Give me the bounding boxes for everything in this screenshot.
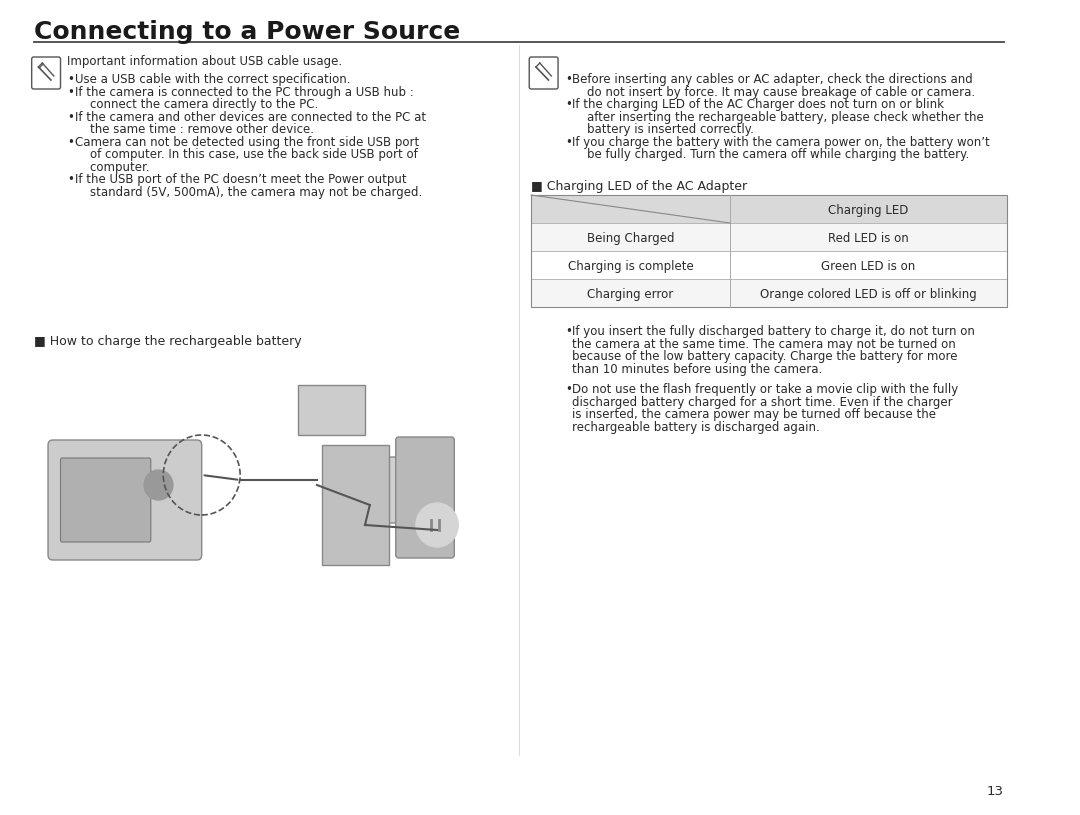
Text: be fully charged. Turn the camera off while charging the battery.: be fully charged. Turn the camera off wh… [572,148,970,161]
Text: •: • [565,383,571,396]
Text: •: • [67,173,75,186]
Text: •: • [67,73,75,86]
Text: •: • [565,73,571,86]
Circle shape [416,503,458,547]
Text: Red LED is on: Red LED is on [828,232,908,245]
FancyBboxPatch shape [395,437,455,558]
Text: battery is inserted correctly.: battery is inserted correctly. [572,123,754,136]
Text: ■ How to charge the rechargeable battery: ■ How to charge the rechargeable battery [33,335,301,348]
Text: the camera at the same time. The camera may not be turned on: the camera at the same time. The camera … [572,337,956,350]
Text: •: • [67,135,75,148]
Text: If the USB port of the PC doesn’t meet the Power output: If the USB port of the PC doesn’t meet t… [75,173,406,186]
Text: discharged battery charged for a short time. Even if the charger: discharged battery charged for a short t… [572,395,953,408]
Text: Charging is complete: Charging is complete [568,260,693,273]
Bar [531,279,1007,307]
Text: Do not use the flash frequently or take a movie clip with the fully: Do not use the flash frequently or take … [572,383,959,396]
Text: Connecting to a Power Source: Connecting to a Power Source [33,20,460,44]
Text: Being Charged: Being Charged [586,232,674,245]
Text: Orange colored LED is off or blinking: Orange colored LED is off or blinking [760,288,976,301]
Text: the same time : remove other device.: the same time : remove other device. [75,123,314,136]
Text: ■ Charging LED of the AC Adapter: ■ Charging LED of the AC Adapter [531,180,747,193]
Text: •: • [67,86,75,99]
FancyBboxPatch shape [31,57,60,89]
Text: If you insert the fully discharged battery to charge it, do not turn on: If you insert the fully discharged batte… [572,325,975,338]
FancyBboxPatch shape [367,457,426,523]
Text: Green LED is on: Green LED is on [821,260,916,273]
Text: Use a USB cable with the correct specification.: Use a USB cable with the correct specifi… [75,73,350,86]
Text: If the charging LED of the AC Charger does not turn on or blink: If the charging LED of the AC Charger do… [572,98,945,111]
Text: •: • [565,325,571,338]
Text: connect the camera directly to the PC.: connect the camera directly to the PC. [75,98,319,111]
Bar [531,195,1007,223]
Text: computer.: computer. [75,161,149,174]
Text: Charging LED: Charging LED [828,204,908,217]
Text: standard (5V, 500mA), the camera may not be charged.: standard (5V, 500mA), the camera may not… [75,186,422,199]
Text: is inserted, the camera power may be turned off because the: is inserted, the camera power may be tur… [572,408,936,421]
Polygon shape [298,385,365,435]
Text: 13: 13 [987,785,1003,798]
Bar [531,195,1007,307]
FancyBboxPatch shape [60,458,151,542]
Circle shape [144,470,173,500]
Text: do not insert by force. It may cause breakage of cable or camera.: do not insert by force. It may cause bre… [572,86,975,99]
Text: than 10 minutes before using the camera.: than 10 minutes before using the camera. [572,363,823,376]
Text: •: • [565,135,571,148]
Text: If the camera is connected to the PC through a USB hub :: If the camera is connected to the PC thr… [75,86,414,99]
Text: Charging error: Charging error [588,288,674,301]
Bar [531,251,1007,279]
Text: Important information about USB cable usage.: Important information about USB cable us… [67,55,342,68]
FancyBboxPatch shape [529,57,558,89]
FancyBboxPatch shape [322,445,389,565]
Text: •: • [565,98,571,111]
Text: Before inserting any cables or AC adapter, check the directions and: Before inserting any cables or AC adapte… [572,73,973,86]
Text: Camera can not be detected using the front side USB port: Camera can not be detected using the fro… [75,135,419,148]
Text: •: • [67,111,75,124]
Text: of computer. In this case, use the back side USB port of: of computer. In this case, use the back … [75,148,418,161]
FancyBboxPatch shape [48,440,202,560]
Text: If you charge the battery with the camera power on, the battery won’t: If you charge the battery with the camer… [572,135,990,148]
Text: after inserting the rechargeable battery, please check whether the: after inserting the rechargeable battery… [572,111,984,124]
Text: rechargeable battery is discharged again.: rechargeable battery is discharged again… [572,421,820,434]
Bar [531,223,1007,251]
Text: If the camera and other devices are connected to the PC at: If the camera and other devices are conn… [75,111,426,124]
Text: because of the low battery capacity. Charge the battery for more: because of the low battery capacity. Cha… [572,350,958,363]
